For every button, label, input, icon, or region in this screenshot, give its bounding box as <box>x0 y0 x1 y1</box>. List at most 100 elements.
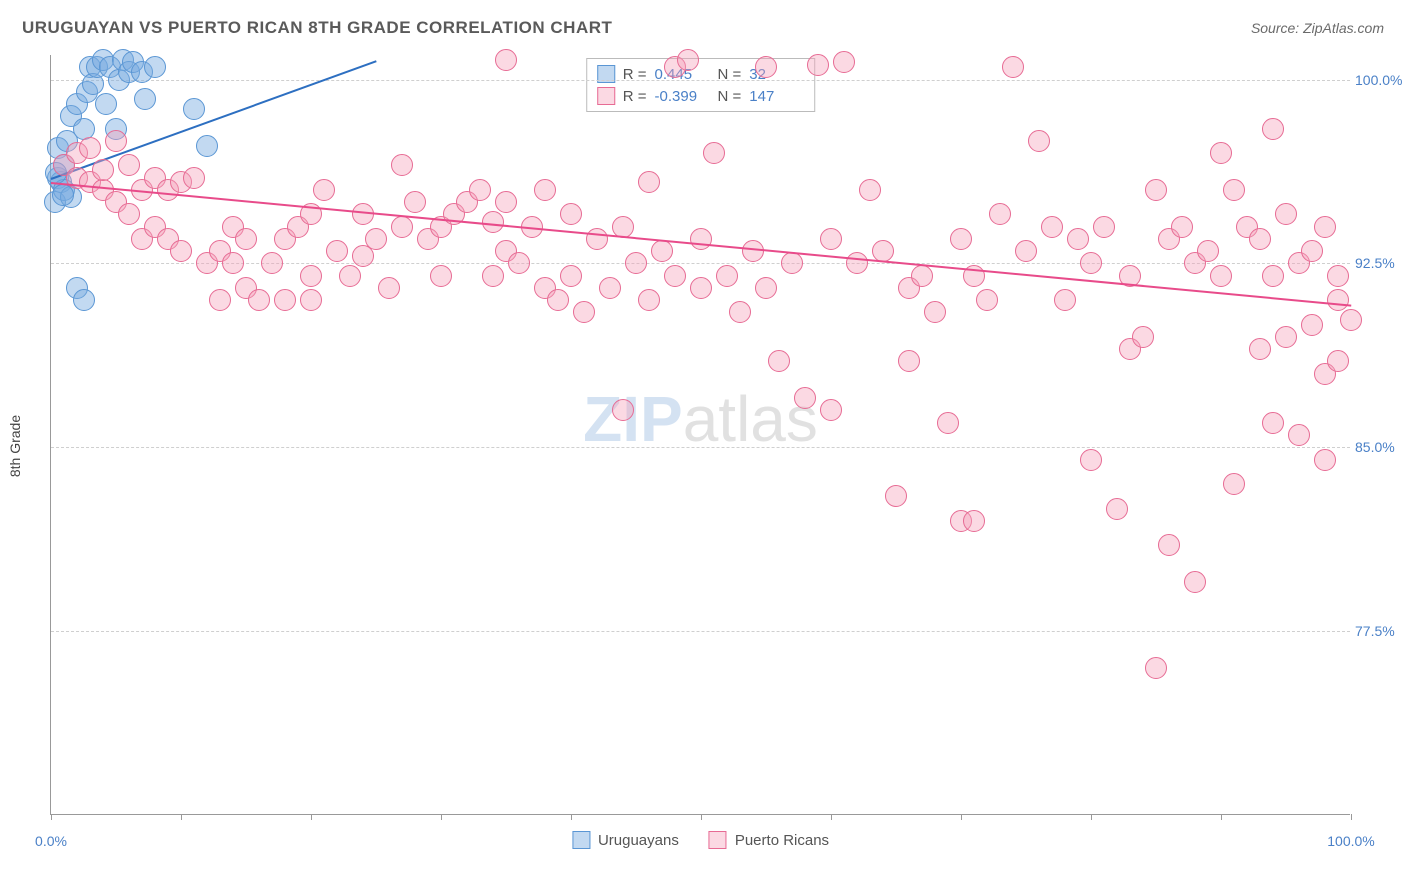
data-point <box>469 179 491 201</box>
legend-swatch <box>597 87 615 105</box>
legend-item: Uruguayans <box>572 831 679 849</box>
data-point <box>586 228 608 250</box>
data-point <box>170 240 192 262</box>
data-point <box>404 191 426 213</box>
data-point <box>339 265 361 287</box>
data-point <box>1093 216 1115 238</box>
data-point <box>599 277 621 299</box>
data-point <box>118 203 140 225</box>
x-tick <box>701 814 702 820</box>
data-point <box>976 289 998 311</box>
data-point <box>313 179 335 201</box>
data-point <box>196 135 218 157</box>
data-point <box>95 93 117 115</box>
data-point <box>807 54 829 76</box>
data-point <box>573 301 595 323</box>
data-point <box>482 265 504 287</box>
data-point <box>1249 228 1271 250</box>
x-tick <box>1091 814 1092 820</box>
series-legend: Uruguayans Puerto Ricans <box>572 831 829 849</box>
data-point <box>1158 534 1180 556</box>
data-point <box>1210 142 1232 164</box>
data-point <box>52 184 74 206</box>
data-point <box>638 289 660 311</box>
x-tick <box>311 814 312 820</box>
data-point <box>183 167 205 189</box>
data-point <box>820 399 842 421</box>
data-point <box>79 137 101 159</box>
data-point <box>1145 657 1167 679</box>
legend-swatch <box>709 831 727 849</box>
gridline <box>51 80 1350 81</box>
data-point <box>495 49 517 71</box>
data-point <box>1223 179 1245 201</box>
data-point <box>300 289 322 311</box>
x-tick <box>181 814 182 820</box>
gridline <box>51 631 1350 632</box>
data-point <box>495 191 517 213</box>
data-point <box>1262 412 1284 434</box>
data-point <box>560 265 582 287</box>
data-point <box>651 240 673 262</box>
legend-label: Uruguayans <box>598 832 679 849</box>
data-point <box>326 240 348 262</box>
data-point <box>612 399 634 421</box>
data-point <box>638 171 660 193</box>
x-tick <box>1351 814 1352 820</box>
data-point <box>1275 203 1297 225</box>
data-point <box>1054 289 1076 311</box>
data-point <box>1171 216 1193 238</box>
data-point <box>1262 265 1284 287</box>
gridline <box>51 447 1350 448</box>
legend-label: Puerto Ricans <box>735 832 829 849</box>
data-point <box>742 240 764 262</box>
legend-r-label: R = <box>623 88 647 105</box>
data-point <box>482 211 504 233</box>
data-point <box>1301 314 1323 336</box>
x-tick <box>831 814 832 820</box>
data-point <box>274 289 296 311</box>
data-point <box>1223 473 1245 495</box>
data-point <box>755 56 777 78</box>
legend-n-label: N = <box>718 88 742 105</box>
y-tick-label: 100.0% <box>1355 72 1406 88</box>
chart-title: URUGUAYAN VS PUERTO RICAN 8TH GRADE CORR… <box>22 18 612 38</box>
data-point <box>560 203 582 225</box>
x-tick <box>441 814 442 820</box>
data-point <box>261 252 283 274</box>
data-point <box>508 252 530 274</box>
data-point <box>898 350 920 372</box>
gridline <box>51 263 1350 264</box>
data-point <box>781 252 803 274</box>
data-point <box>1327 289 1349 311</box>
data-point <box>1327 265 1349 287</box>
data-point <box>1041 216 1063 238</box>
data-point <box>859 179 881 201</box>
data-point <box>1327 350 1349 372</box>
data-point <box>716 265 738 287</box>
y-tick-label: 85.0% <box>1355 439 1406 455</box>
data-point <box>1210 265 1232 287</box>
data-point <box>73 289 95 311</box>
x-tick <box>961 814 962 820</box>
x-tick-label: 100.0% <box>1327 833 1374 849</box>
data-point <box>729 301 751 323</box>
legend-r-value: -0.399 <box>655 88 710 105</box>
data-point <box>534 179 556 201</box>
data-point <box>1015 240 1037 262</box>
data-point <box>1080 252 1102 274</box>
data-point <box>1197 240 1219 262</box>
data-point <box>378 277 400 299</box>
data-point <box>820 228 842 250</box>
data-point <box>963 510 985 532</box>
data-point <box>768 350 790 372</box>
data-point <box>352 203 374 225</box>
data-point <box>664 265 686 287</box>
legend-swatch <box>572 831 590 849</box>
data-point <box>1067 228 1089 250</box>
data-point <box>846 252 868 274</box>
legend-n-value: 147 <box>749 88 804 105</box>
data-point <box>235 228 257 250</box>
data-point <box>365 228 387 250</box>
data-point <box>547 289 569 311</box>
